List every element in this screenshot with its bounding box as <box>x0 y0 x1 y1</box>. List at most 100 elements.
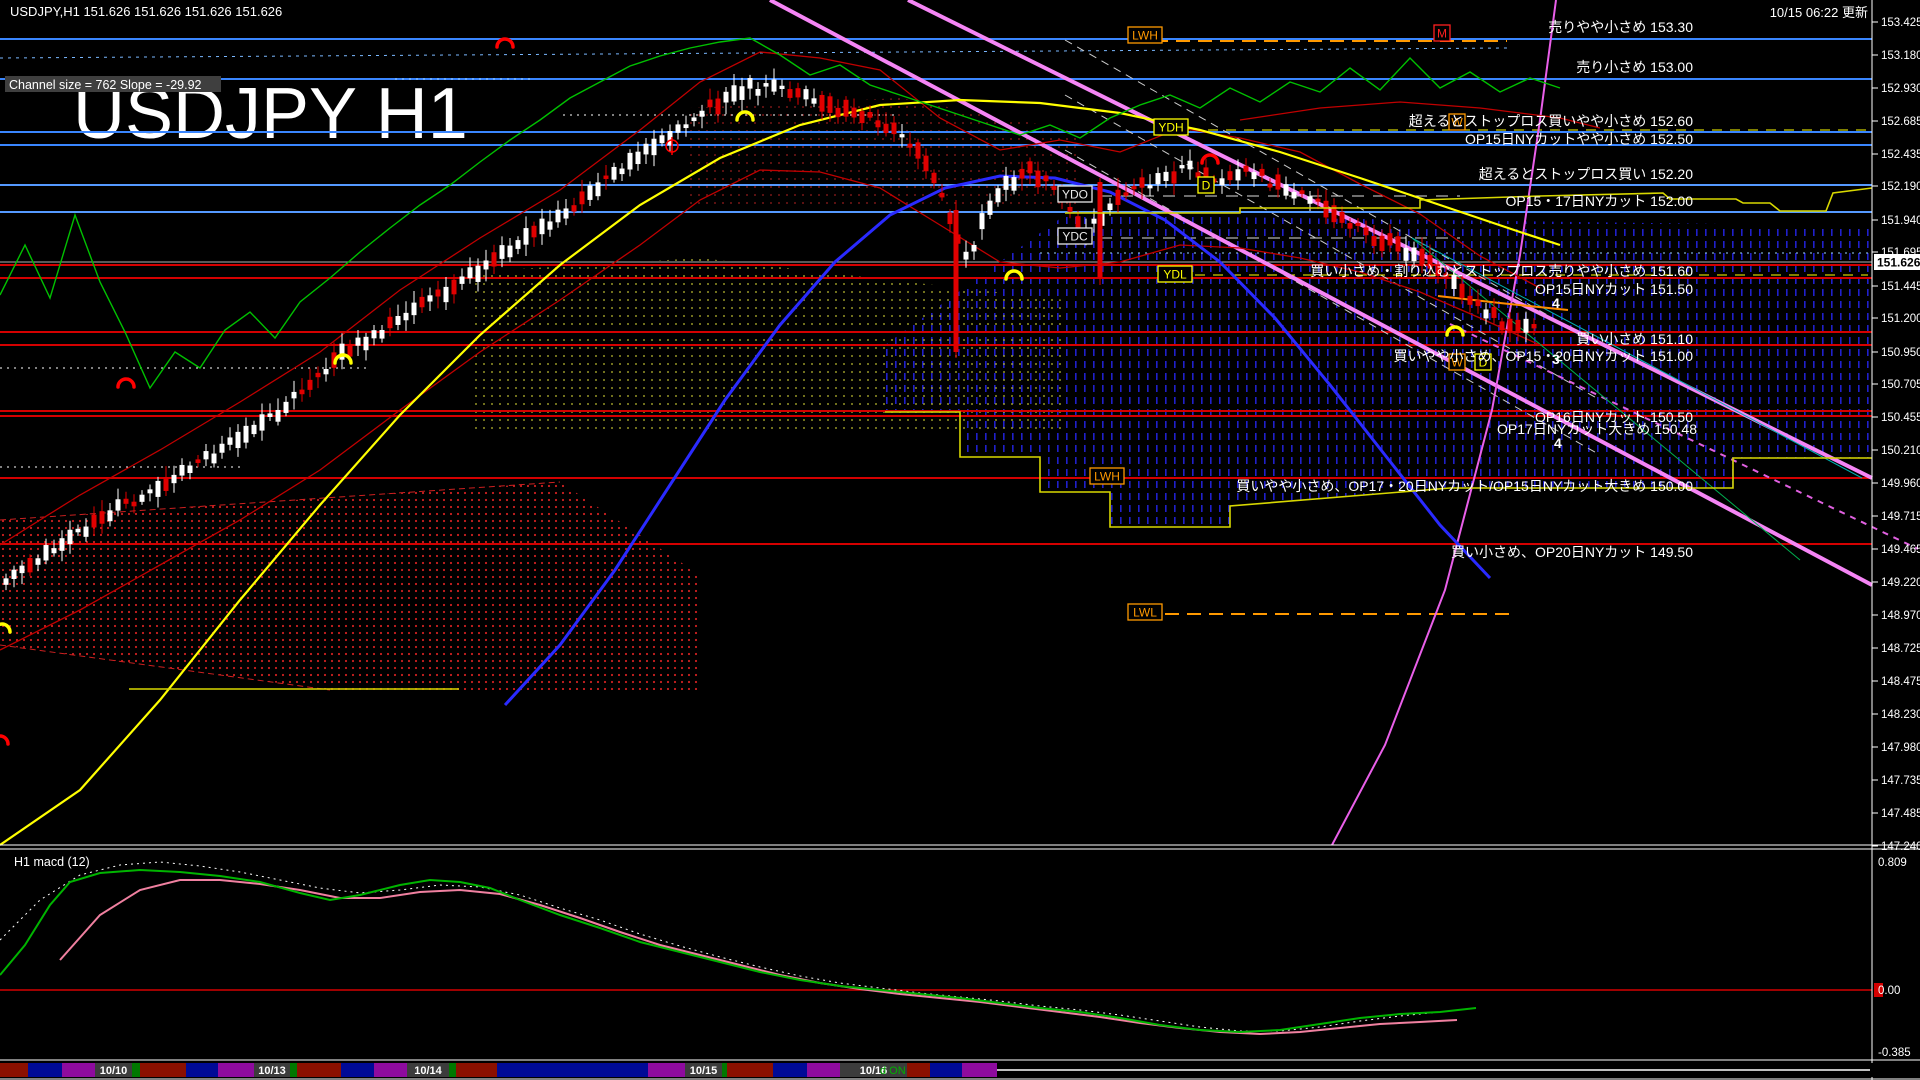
session-segment <box>962 1063 997 1077</box>
ichimoku-clouds <box>0 98 1872 690</box>
level-tag-box <box>1474 353 1492 371</box>
session-segment <box>95 1063 132 1077</box>
wave-count-label: 3 <box>1552 351 1560 367</box>
order-annotation: OP15日NYカットやや小さめ 152.50 <box>1465 131 1693 147</box>
price-axis-tick: 150.455 <box>1881 412 1920 424</box>
level-tag-box <box>1127 26 1163 44</box>
session-segment <box>497 1063 648 1077</box>
price-axis-tick: 147.485 <box>1881 808 1920 820</box>
order-annotation: 買い小さめ 151.10 <box>1576 331 1693 347</box>
price-axis-tick: 149.715 <box>1881 511 1920 523</box>
wave-count-label: 4 <box>1554 435 1562 451</box>
price-axis-tick: 153.180 <box>1881 50 1920 62</box>
level-tag-box <box>1057 227 1093 245</box>
current-price-box <box>1874 254 1920 270</box>
date-label: 10/10 <box>100 1065 128 1077</box>
price-axis-tick: 152.190 <box>1881 181 1920 193</box>
session-segment <box>456 1063 497 1077</box>
order-annotation: 超えるとストップロス買いやや小さめ 152.60 <box>1409 113 1694 129</box>
level-tag-text: YDO <box>1062 188 1088 202</box>
date-label: 10/15 <box>690 1065 718 1077</box>
price-axis-tick: 153.425 <box>1881 17 1920 29</box>
session-segment <box>407 1063 449 1077</box>
price-level-lines <box>0 38 1872 545</box>
level-tag-box <box>1433 24 1451 42</box>
channel-info-label: Channel size = 762 Slope = -29.92 <box>5 76 221 92</box>
price-axis-tick: 151.445 <box>1881 281 1920 293</box>
session-segment <box>297 1063 341 1077</box>
level-tag-box <box>1153 118 1189 136</box>
dashed-lines <box>0 39 1919 691</box>
level-tag-box <box>1089 467 1125 485</box>
order-annotations: 売りやや小さめ 153.30 売り小さめ 153.00 超えるとストップロス買いやや… <box>1236 19 1697 560</box>
horseshoe-marker-icon <box>1445 325 1465 337</box>
price-axis-tick: 148.230 <box>1881 709 1920 721</box>
level-tag-text: W <box>1451 356 1463 370</box>
update-timestamp: 10/15 06:22 更新 <box>1770 5 1868 20</box>
horseshoe-marker-icon <box>1200 153 1220 165</box>
session-segment <box>907 1063 930 1077</box>
level-tag-box <box>1197 176 1215 194</box>
horseshoe-marker-icon <box>116 377 136 389</box>
macd-panel <box>0 861 1872 1036</box>
level-tags: LWH M W YDH D YDO YDC YDL W D LWH LWL <box>1057 24 1492 621</box>
order-annotation: OP17日NYカット大きめ 150.48 <box>1497 421 1697 437</box>
horseshoe-marker-icon <box>735 110 755 122</box>
date-label: 10/13 <box>258 1065 286 1077</box>
horseshoe-marker-icon <box>333 353 353 365</box>
session-segment <box>685 1063 722 1077</box>
session-timeline-bar: 10/10 10/13 10/14 10/15 10/16d ON <box>0 1063 1920 1077</box>
order-annotation: 買いやや小さめ、OP17・20日NYカット/OP15日NYカット大きめ 150.… <box>1236 478 1693 494</box>
price-axis[interactable]: 153.425 153.180 152.930 152.685 152.435 152.1… <box>1871 0 1920 1080</box>
level-tag-text: LWH <box>1094 470 1120 484</box>
session-segment <box>930 1063 962 1077</box>
price-axis-tick: 151.940 <box>1881 215 1920 227</box>
level-tag-text: YDC <box>1062 230 1088 244</box>
session-segment <box>140 1063 186 1077</box>
horseshoe-marker-icon <box>0 622 12 634</box>
macd-zero-label: 0.00 <box>1878 985 1900 997</box>
level-tag-box <box>1157 265 1193 283</box>
session-segment <box>132 1063 140 1077</box>
session-segment <box>341 1063 374 1077</box>
price-axis-tick: 150.210 <box>1881 445 1920 457</box>
order-annotation: 超えるとストップロス買い 152.20 <box>1479 166 1694 182</box>
price-axis-tick: 150.705 <box>1881 379 1920 391</box>
price-axis-tick: 152.435 <box>1881 149 1920 161</box>
order-annotation: 売りやや小さめ 153.30 <box>1548 19 1693 35</box>
session-segment <box>254 1063 290 1077</box>
panel-separators <box>0 844 1920 1080</box>
level-tag-text: LWL <box>1133 606 1157 620</box>
session-segment <box>28 1063 62 1077</box>
session-segment <box>449 1063 456 1077</box>
horseshoe-marker-icon <box>0 734 10 746</box>
price-axis-tick: 149.960 <box>1881 478 1920 490</box>
horseshoe-marker-icon <box>495 37 515 49</box>
price-axis-tick: 150.950 <box>1881 347 1920 359</box>
session-segment <box>840 1063 907 1077</box>
session-segment <box>773 1063 807 1077</box>
signal-markers: 4 3 4 <box>0 37 1562 746</box>
session-extra-label: d ON <box>880 1065 906 1077</box>
order-annotation: 買い小さめ・割り込むとストップロス売りやや小さめ 151.60 <box>1310 263 1693 279</box>
moving-average-lines <box>0 37 1601 846</box>
macd-axis-label: -0.385 <box>1878 1047 1911 1059</box>
level-tag-box <box>1448 113 1466 131</box>
session-segment <box>727 1063 773 1077</box>
price-axis-tick: 149.220 <box>1881 577 1920 589</box>
level-tag-box <box>1057 185 1093 203</box>
session-segment <box>186 1063 218 1077</box>
order-annotation: OP15日NYカット 151.50 <box>1535 281 1693 297</box>
macd-axis-label: 0.809 <box>1878 857 1907 869</box>
price-axis-tick: 148.475 <box>1881 676 1920 688</box>
price-axis-tick: 148.970 <box>1881 610 1920 622</box>
session-segment <box>648 1063 685 1077</box>
horseshoe-marker-icon <box>1004 269 1024 281</box>
session-segment <box>290 1063 297 1077</box>
price-axis-tick: 149.465 <box>1881 544 1920 556</box>
session-segment <box>722 1063 727 1077</box>
order-annotation: 買い小さめ、OP20日NYカット 149.50 <box>1451 544 1693 560</box>
